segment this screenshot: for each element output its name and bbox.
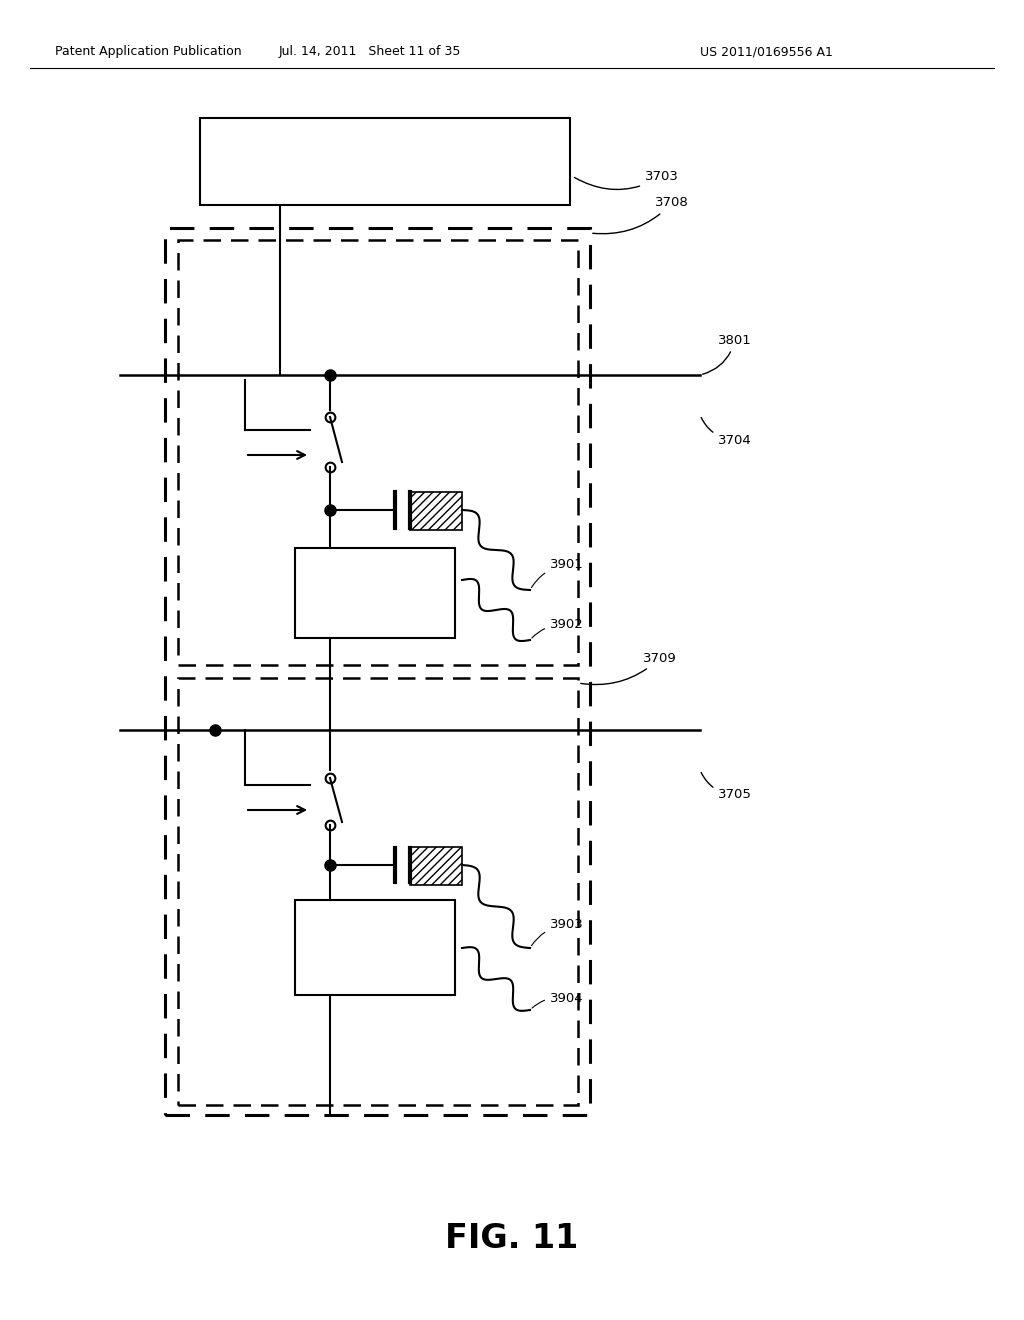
Text: 3901: 3901 [531, 558, 584, 587]
Text: Patent Application Publication: Patent Application Publication [55, 45, 242, 58]
Text: 3704: 3704 [701, 417, 752, 446]
Text: 3902: 3902 [531, 619, 584, 638]
Text: 3703: 3703 [574, 169, 679, 190]
Text: FIG. 11: FIG. 11 [445, 1221, 579, 1254]
Bar [295, 900, 455, 995]
Bar [410, 492, 462, 531]
Bar [295, 548, 455, 638]
Text: 3709: 3709 [581, 652, 677, 685]
Text: 3903: 3903 [531, 919, 584, 945]
Bar [200, 117, 570, 205]
Text: US 2011/0169556 A1: US 2011/0169556 A1 [700, 45, 833, 58]
Text: 3708: 3708 [593, 197, 689, 234]
Text: 3705: 3705 [701, 772, 752, 801]
Text: 3801: 3801 [702, 334, 752, 375]
Text: 3904: 3904 [532, 991, 584, 1008]
Bar [410, 847, 462, 884]
Text: Jul. 14, 2011   Sheet 11 of 35: Jul. 14, 2011 Sheet 11 of 35 [279, 45, 461, 58]
